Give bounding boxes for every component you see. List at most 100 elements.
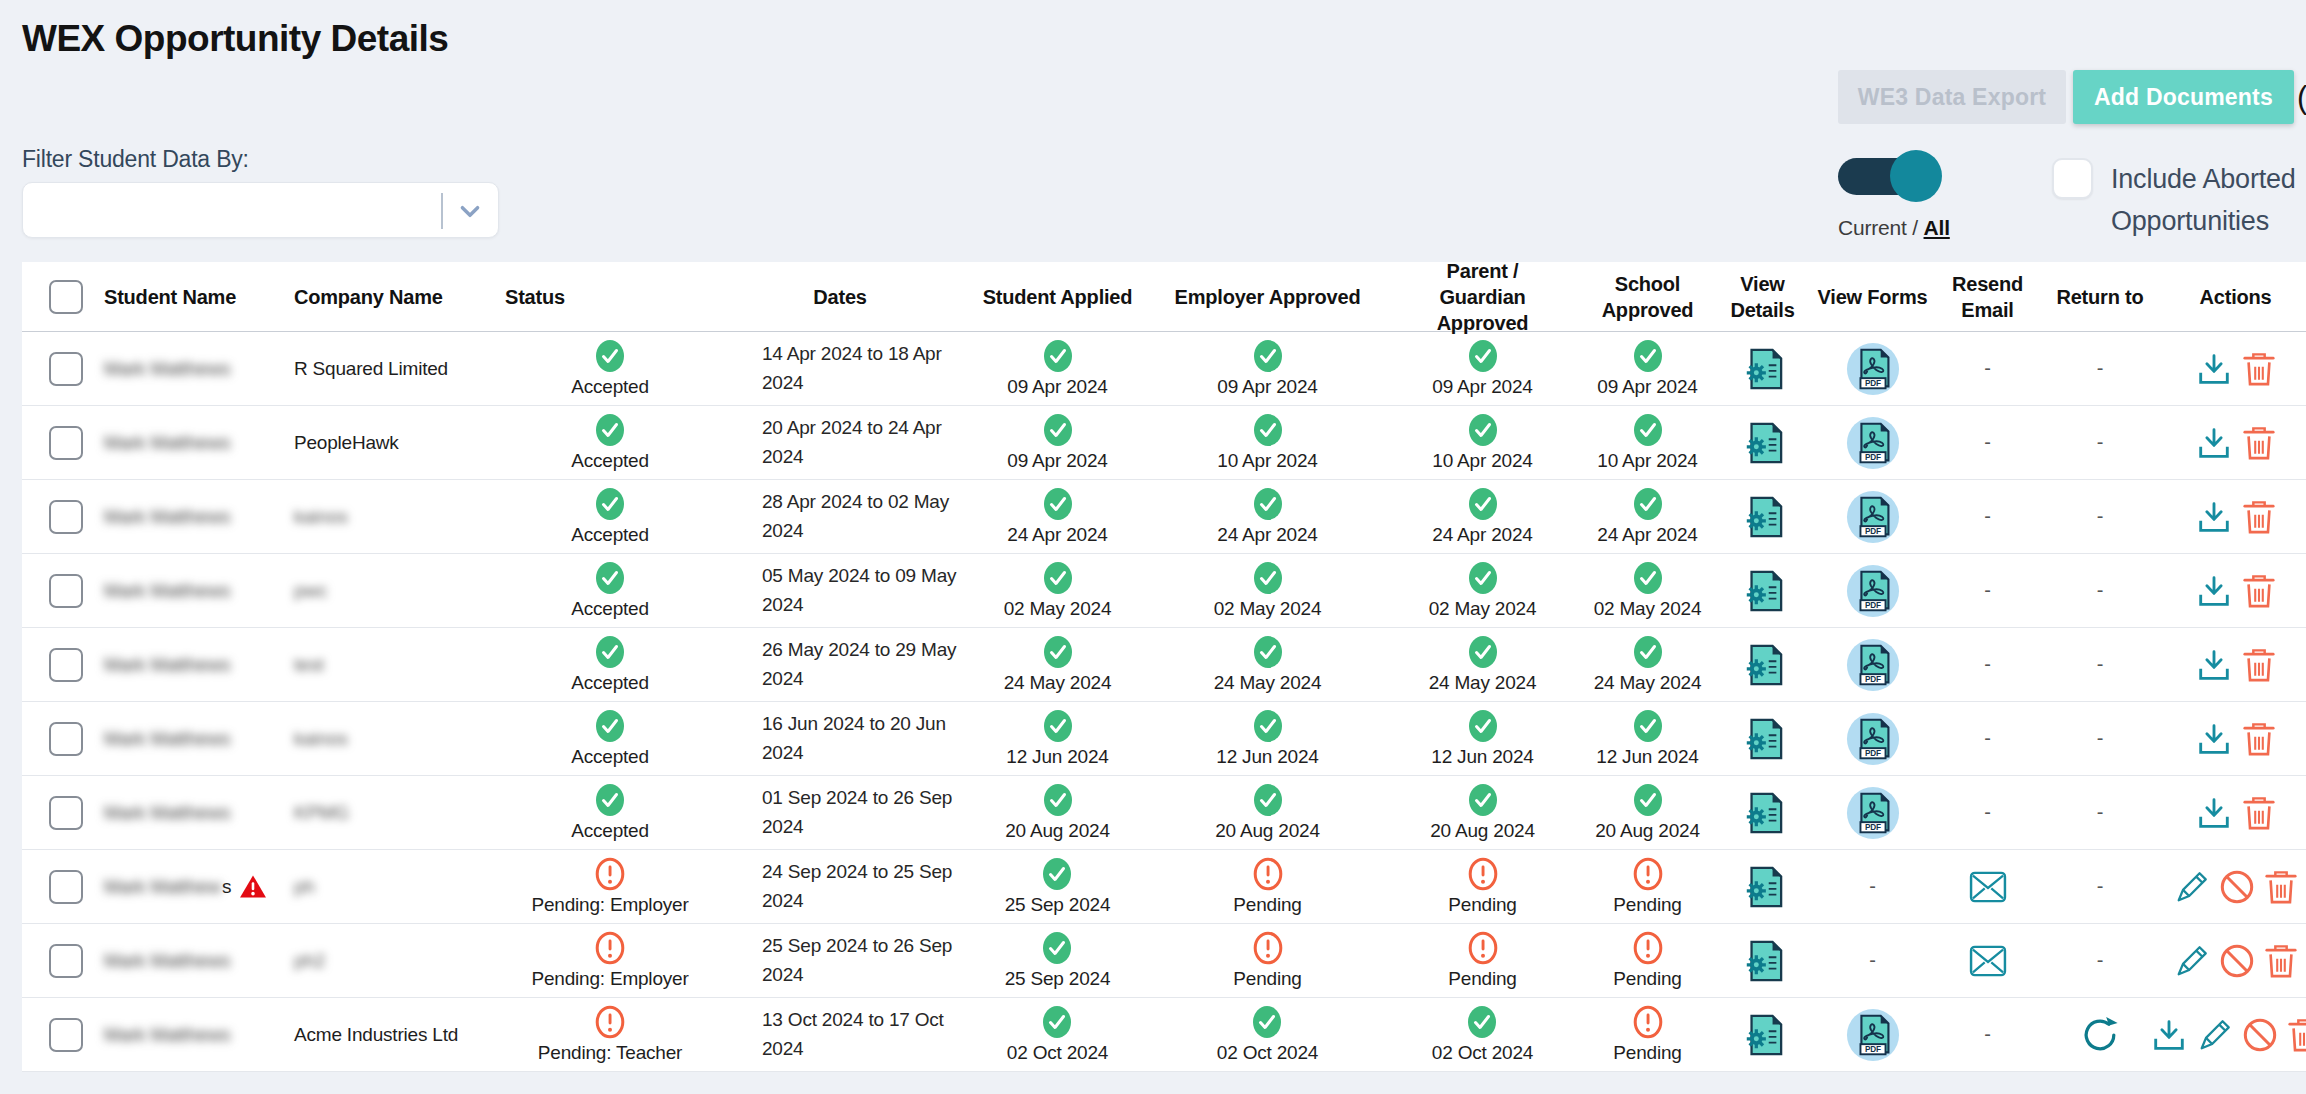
download-icon[interactable] — [2195, 794, 2233, 832]
trash-icon[interactable] — [2242, 572, 2276, 610]
chevron-down-icon[interactable] — [459, 205, 481, 218]
pdf-file-icon[interactable]: PDF — [1846, 490, 1900, 544]
row-checkbox[interactable] — [49, 944, 83, 978]
download-icon[interactable] — [2195, 498, 2233, 536]
download-icon[interactable] — [2195, 350, 2233, 388]
current-all-toggle[interactable] — [1838, 150, 1944, 202]
toggle-label-current: Current — [1838, 216, 1907, 239]
gear-document-icon[interactable] — [1742, 717, 1784, 761]
row-checkbox[interactable] — [49, 722, 83, 756]
status-cell: Accepted — [480, 709, 740, 769]
pdf-file-icon[interactable]: PDF — [1846, 786, 1900, 840]
student-applied-cell: 12 Jun 2024 — [970, 709, 1145, 769]
envelope-icon[interactable] — [1969, 945, 2007, 977]
view-details-cell — [1720, 865, 1805, 909]
download-icon[interactable] — [2195, 646, 2233, 684]
pdf-file-icon[interactable]: PDF — [1846, 564, 1900, 618]
student-applied-date: 25 Sep 2024 — [1005, 968, 1111, 991]
download-icon[interactable] — [2150, 1016, 2188, 1054]
download-icon[interactable] — [2195, 720, 2233, 758]
row-checkbox[interactable] — [49, 574, 83, 608]
include-aborted-checkbox[interactable] — [2052, 158, 2093, 199]
envelope-icon[interactable] — [1969, 871, 2007, 903]
pdf-file-icon[interactable]: PDF — [1846, 638, 1900, 692]
employer-approved-cell: 10 Apr 2024 — [1145, 413, 1390, 473]
empty-value: - — [2097, 727, 2103, 750]
empty-value: - — [2097, 579, 2103, 602]
approval-stack: 20 Aug 2024 — [1595, 783, 1700, 843]
trash-icon[interactable] — [2287, 1016, 2306, 1054]
row-checkbox[interactable] — [49, 796, 83, 830]
approval-stack: 24 Apr 2024 — [1432, 487, 1532, 547]
status-label: Accepted — [571, 598, 649, 621]
pencil-icon[interactable] — [2174, 943, 2210, 979]
status-cell: Accepted — [480, 783, 740, 843]
we3-data-export-button[interactable]: WE3 Data Export — [1838, 70, 2066, 124]
row-checkbox[interactable] — [49, 870, 83, 904]
gear-document-icon[interactable] — [1742, 347, 1784, 391]
trash-icon[interactable] — [2242, 646, 2276, 684]
pdf-file-icon[interactable]: PDF — [1846, 416, 1900, 470]
gear-document-icon[interactable] — [1742, 865, 1784, 909]
row-checkbox[interactable] — [49, 1018, 83, 1052]
add-documents-button[interactable]: Add Documents — [2073, 70, 2294, 124]
column-header: View Details — [1720, 271, 1805, 323]
ban-icon[interactable] — [2242, 1017, 2278, 1053]
trash-icon[interactable] — [2242, 424, 2276, 462]
dates: 13 Oct 2024 to 17 Oct 2024 — [762, 1006, 967, 1063]
employer-approved-date: 02 May 2024 — [1214, 598, 1322, 621]
select-all-checkbox[interactable] — [49, 280, 83, 314]
refresh-icon[interactable] — [2080, 1015, 2120, 1055]
check-circle-icon — [595, 339, 625, 373]
toggle-label-all[interactable]: All — [1924, 216, 1950, 239]
row-checkbox[interactable] — [49, 500, 83, 534]
gear-document-icon[interactable] — [1742, 791, 1784, 835]
ban-icon[interactable] — [2219, 869, 2255, 905]
pencil-icon[interactable] — [2197, 1017, 2233, 1053]
trash-icon[interactable] — [2264, 868, 2298, 906]
actions-cell — [2165, 498, 2306, 536]
check-circle-icon — [1468, 635, 1498, 669]
pending-stack: Pending: Teacher — [538, 1005, 682, 1065]
trash-icon[interactable] — [2242, 720, 2276, 758]
trash-icon[interactable] — [2242, 350, 2276, 388]
download-icon[interactable] — [2195, 424, 2233, 462]
approval-stack: 10 Apr 2024 — [1597, 413, 1697, 473]
gear-document-icon[interactable] — [1742, 939, 1784, 983]
column-header: Parent / Guardian Approved — [1390, 258, 1575, 336]
trash-icon[interactable] — [2264, 942, 2298, 980]
gear-document-icon[interactable] — [1742, 495, 1784, 539]
check-circle-icon — [595, 635, 625, 669]
actions-cell — [2165, 646, 2306, 684]
row-checkbox[interactable] — [49, 648, 83, 682]
approval-stack: 09 Apr 2024 — [1007, 413, 1107, 473]
toggle-knob[interactable] — [1890, 150, 1942, 202]
gear-document-icon[interactable] — [1742, 569, 1784, 613]
check-circle-icon — [595, 487, 625, 521]
student-filter-select[interactable] — [22, 182, 499, 238]
ban-icon[interactable] — [2219, 943, 2255, 979]
pdf-file-icon[interactable]: PDF — [1846, 1008, 1900, 1062]
download-icon[interactable] — [2195, 572, 2233, 610]
empty-value: - — [2097, 801, 2103, 824]
check-circle-icon — [1253, 339, 1283, 373]
empty-value: - — [1984, 653, 1990, 676]
trash-icon[interactable] — [2242, 794, 2276, 832]
student-name-cell: Mark Matthews — [90, 728, 280, 750]
pencil-icon[interactable] — [2174, 869, 2210, 905]
gear-document-icon[interactable] — [1742, 421, 1784, 465]
trash-icon[interactable] — [2242, 498, 2276, 536]
row-checkbox[interactable] — [49, 426, 83, 460]
row-checkbox[interactable] — [49, 352, 83, 386]
dates: 20 Apr 2024 to 24 Apr 2024 — [762, 414, 967, 471]
company-name-cell: R Squared Limited — [280, 358, 480, 380]
pdf-file-icon[interactable]: PDF — [1846, 342, 1900, 396]
gear-document-icon[interactable] — [1742, 643, 1784, 687]
pdf-file-icon[interactable]: PDF — [1846, 712, 1900, 766]
parent-approved-date: 24 Apr 2024 — [1432, 524, 1532, 547]
view-forms-cell: PDF — [1805, 564, 1940, 618]
gear-document-icon[interactable] — [1742, 1013, 1784, 1057]
row-select-cell — [22, 426, 90, 460]
clipped-text-fragment: ( — [2297, 80, 2306, 116]
opportunities-table: Student NameCompany NameStatusDatesStude… — [22, 262, 2306, 1072]
